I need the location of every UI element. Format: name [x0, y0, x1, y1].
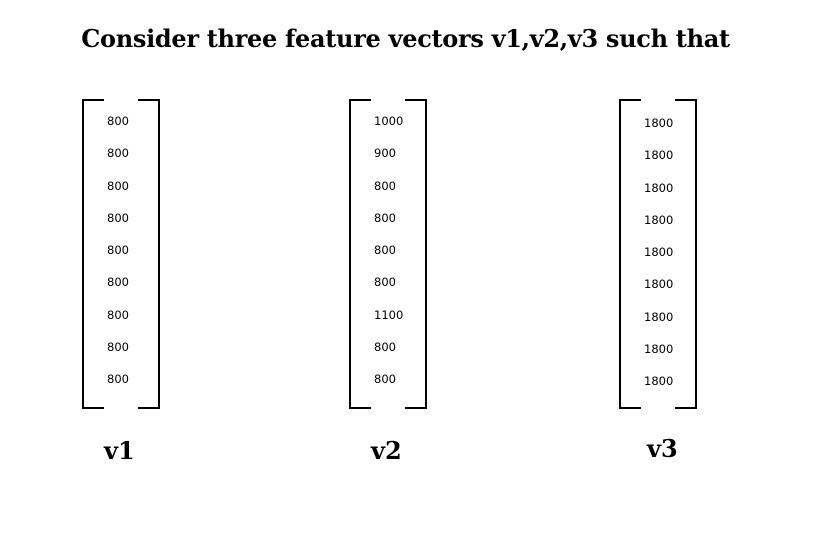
vector-value: 1800 — [644, 342, 674, 356]
vector-value: 800 — [374, 211, 396, 225]
vector-value: 800 — [107, 243, 129, 257]
vector-value: 800 — [107, 308, 129, 322]
vector-value: 800 — [107, 340, 129, 354]
vector-value: 1800 — [644, 148, 674, 162]
vector-value: 800 — [374, 275, 396, 289]
right-bracket — [675, 99, 697, 409]
vector-v2: 1000 900 800 800 800 800 1100 800 800 — [349, 99, 427, 409]
vector-value: 1000 — [374, 114, 404, 128]
vector-value: 800 — [374, 372, 396, 386]
vector-value: 1100 — [374, 308, 404, 322]
vector-value: 800 — [374, 243, 396, 257]
title: Consider three feature vectors v1,v2,v3 … — [81, 24, 730, 53]
vector-value: 800 — [107, 146, 129, 160]
vector-v3: 1800 1800 1800 1800 1800 1800 1800 1800 … — [619, 99, 697, 409]
vector-value: 800 — [107, 211, 129, 225]
vector-value: 1800 — [644, 213, 674, 227]
vector-value: 1800 — [644, 374, 674, 388]
vector-label-v3: v3 — [647, 434, 678, 463]
vector-value: 1800 — [644, 277, 674, 291]
vector-value: 800 — [107, 275, 129, 289]
vector-value: 800 — [374, 179, 396, 193]
vector-value: 1800 — [644, 310, 674, 324]
vector-value: 800 — [107, 114, 129, 128]
vector-label-v2: v2 — [371, 436, 402, 465]
vector-value: 800 — [374, 340, 396, 354]
vector-value: 800 — [107, 179, 129, 193]
vector-value: 1800 — [644, 245, 674, 259]
right-bracket — [405, 99, 427, 409]
vector-value: 1800 — [644, 181, 674, 195]
left-bracket — [82, 99, 104, 409]
left-bracket — [349, 99, 371, 409]
left-bracket — [619, 99, 641, 409]
right-bracket — [138, 99, 160, 409]
vector-value: 900 — [374, 146, 396, 160]
vector-v1: 800 800 800 800 800 800 800 800 800 — [82, 99, 160, 409]
vector-value: 800 — [107, 372, 129, 386]
vector-value: 1800 — [644, 116, 674, 130]
vector-label-v1: v1 — [104, 436, 135, 465]
